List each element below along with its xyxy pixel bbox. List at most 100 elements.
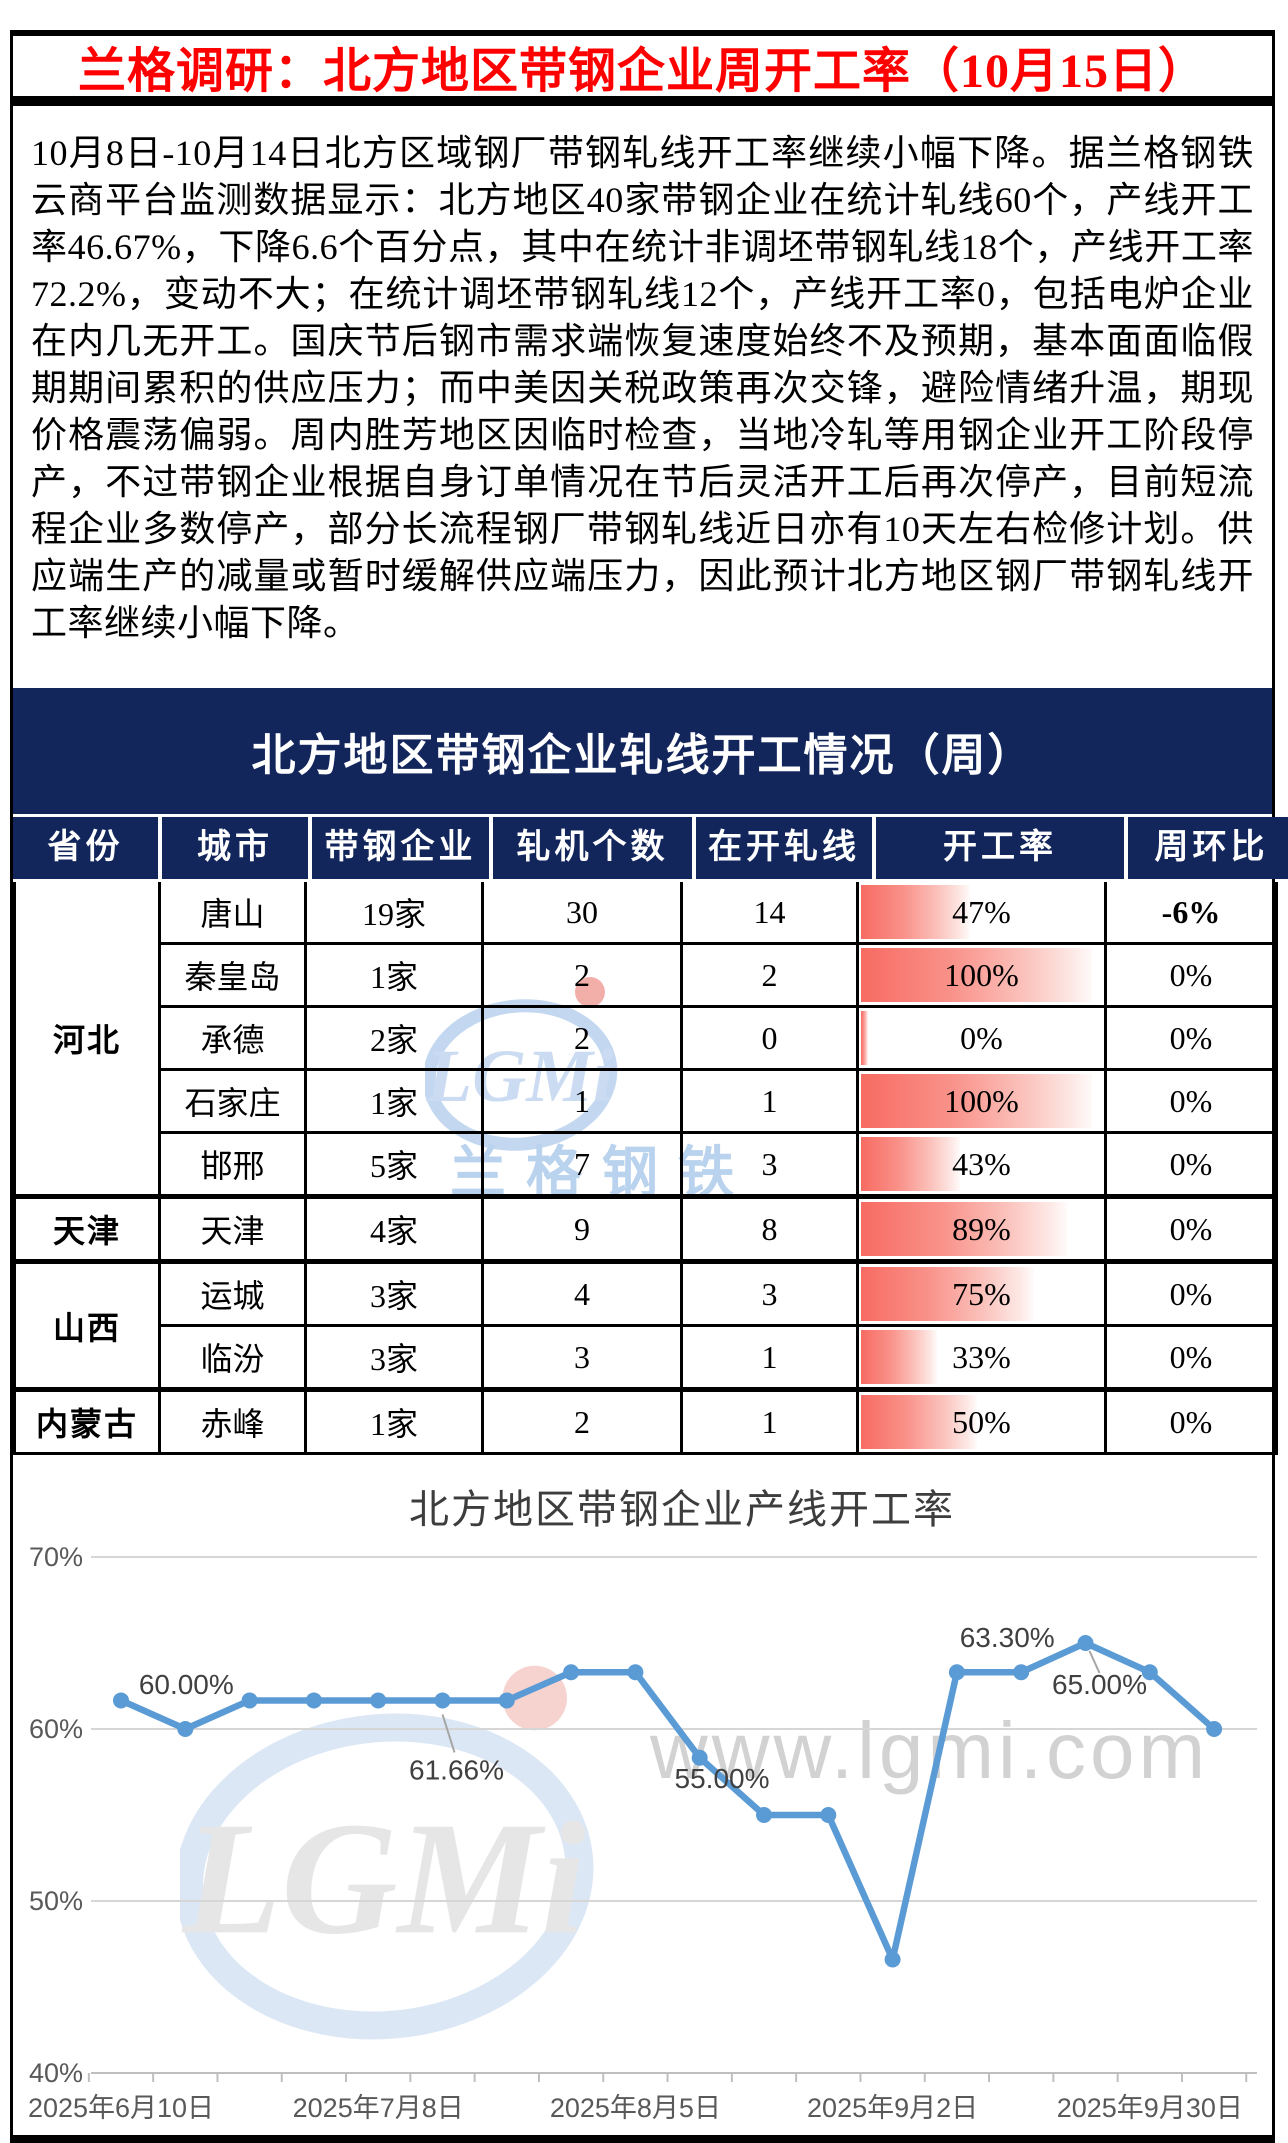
column-header: 在开轧线 (696, 817, 872, 879)
operating-rate-table: 河北 唐山 19家 30 14 47% -6% 秦皇岛 1家 2 2 100% 0% 承德 2家 2 0 0% 0%… (13, 882, 1278, 1455)
city-cell: 运城 (158, 1259, 307, 1327)
mill-count-cell: 4 (481, 1259, 683, 1327)
data-point-marker (1013, 1664, 1030, 1681)
column-header: 周环比 (1128, 817, 1288, 879)
label-leader-line (1088, 1650, 1101, 1674)
city-cell: 秦皇岛 (158, 942, 307, 1008)
mill-count-cell: 2 (481, 1005, 683, 1071)
rate-cell: 75% (856, 1259, 1107, 1327)
companies-cell: 3家 (304, 1259, 484, 1327)
table-row: 临汾 3家 3 1 33% 0% (15, 1324, 1278, 1391)
wow-cell: 0% (1104, 1131, 1278, 1198)
table-banner: 北方地区带钢企业轧线开工情况（周） (13, 688, 1272, 814)
data-point-marker (305, 1692, 322, 1709)
open-lines-cell: 8 (680, 1194, 859, 1263)
table-wrap: 河北 唐山 19家 30 14 47% -6% 秦皇岛 1家 2 2 100% 0% 承德 2家 2 0 0% 0%… (13, 882, 1278, 1455)
rate-bar (861, 1074, 1092, 1128)
city-cell: 邯邢 (158, 1131, 307, 1198)
rate-bar (861, 1267, 1035, 1321)
wow-cell: 0% (1104, 942, 1278, 1008)
column-header: 带钢企业 (312, 817, 489, 879)
rate-value: 100% (944, 956, 1019, 993)
x-axis-label: 2025年7月8日 (293, 2093, 464, 2123)
data-label: 55.00% (675, 1763, 770, 1794)
province-cell: 山西 (13, 1259, 161, 1391)
open-lines-cell: 1 (680, 1324, 859, 1391)
wow-cell: 0% (1104, 1005, 1278, 1071)
data-point-marker (884, 1951, 901, 1968)
table-row: 山西 运城 3家 4 3 75% 0% (13, 1259, 1278, 1391)
rate-value: 75% (952, 1275, 1011, 1312)
companies-cell: 5家 (304, 1131, 484, 1198)
companies-cell: 1家 (304, 1387, 484, 1455)
wow-cell: 0% (1104, 1324, 1278, 1391)
data-point-marker (756, 1807, 772, 1823)
mill-count-cell: 7 (481, 1131, 683, 1198)
data-point-marker (563, 1664, 580, 1681)
open-lines-cell: 1 (680, 1387, 859, 1455)
title-divider (13, 96, 1272, 106)
mill-count-cell: 2 (481, 1387, 683, 1455)
table-row: 内蒙古 赤峰 1家 2 1 50% 0% (13, 1387, 1278, 1455)
data-point-marker (820, 1807, 837, 1823)
mill-count-cell: 9 (481, 1194, 683, 1263)
y-axis-label: 50% (29, 1886, 83, 1916)
rate-bar (861, 1330, 938, 1384)
rate-bar (861, 885, 970, 939)
province-cell: 内蒙古 (13, 1387, 161, 1455)
data-point-marker (1077, 1635, 1094, 1651)
open-lines-cell: 3 (680, 1259, 859, 1327)
city-cell: 天津 (158, 1194, 307, 1263)
data-point-marker (113, 1692, 129, 1709)
rate-cell: 89% (856, 1194, 1107, 1263)
table-row: 承德 2家 2 0 0% 0% (15, 1005, 1278, 1071)
companies-cell: 3家 (304, 1324, 484, 1391)
rate-value: 50% (952, 1403, 1011, 1440)
data-point-marker (627, 1664, 644, 1681)
report-page: LGMi 兰格钢铁 LGMi www.lgmi.com 兰格调研：北方地区带钢企… (10, 30, 1288, 2143)
headline-bar: 兰格调研：北方地区带钢企业周开工率（10月15日） (13, 36, 1272, 98)
data-point-marker (370, 1692, 387, 1709)
rate-cell: 50% (856, 1387, 1107, 1455)
data-point-marker (498, 1692, 515, 1709)
open-lines-cell: 3 (680, 1131, 859, 1198)
label-leader-line (441, 1714, 456, 1753)
y-axis-label: 60% (29, 1714, 83, 1744)
companies-cell: 2家 (304, 1005, 484, 1071)
table-row: 河北 唐山 19家 30 14 47% -6% (13, 882, 1278, 1198)
open-lines-cell: 1 (680, 1068, 859, 1134)
rate-value: 47% (952, 893, 1011, 930)
city-cell: 赤峰 (158, 1387, 307, 1455)
x-axis-label: 2025年9月2日 (807, 2093, 978, 2123)
city-cell: 承德 (158, 1005, 307, 1071)
companies-cell: 1家 (304, 942, 484, 1008)
page-title: 兰格调研：北方地区带钢企业周开工率（10月15日） (77, 45, 1207, 98)
open-lines-cell: 14 (680, 882, 859, 945)
report-body: 10月8日-10月14日北方区域钢厂带钢轧线开工率继续小幅下降。据兰格钢铁云商平… (13, 106, 1272, 688)
series-line (117, 1639, 1218, 1963)
wow-cell: 0% (1104, 1259, 1278, 1327)
rate-bar (861, 1011, 869, 1065)
column-header: 开工率 (876, 817, 1124, 879)
data-label: 61.66% (409, 1754, 504, 1785)
rate-cell: 47% (856, 882, 1107, 945)
open-lines-cell: 2 (680, 942, 859, 1008)
data-point-marker (1206, 1721, 1223, 1737)
rate-cell: 33% (856, 1324, 1107, 1391)
rate-cell: 43% (856, 1131, 1107, 1198)
data-label: 65.00% (1052, 1669, 1147, 1700)
rate-value: 100% (944, 1082, 1019, 1119)
wow-cell: 0% (1104, 1068, 1278, 1134)
x-axis-label: 2025年6月10日 (28, 2093, 214, 2123)
companies-cell: 4家 (304, 1194, 484, 1263)
open-lines-cell: 0 (680, 1005, 859, 1071)
mill-count-cell: 30 (481, 882, 683, 945)
rate-cell: 100% (856, 1068, 1107, 1134)
data-label: 60.00% (139, 1669, 234, 1700)
table-row: 石家庄 1家 1 1 100% 0% (15, 1068, 1278, 1134)
province-cell: 天津 (13, 1194, 161, 1263)
report-paragraph: 10月8日-10月14日北方区域钢厂带钢轧线开工率继续小幅下降。据兰格钢铁云商平… (31, 133, 1254, 643)
table-row: 秦皇岛 1家 2 2 100% 0% (15, 942, 1278, 1008)
data-point-marker (1141, 1664, 1158, 1681)
rate-value: 0% (960, 1019, 1003, 1056)
